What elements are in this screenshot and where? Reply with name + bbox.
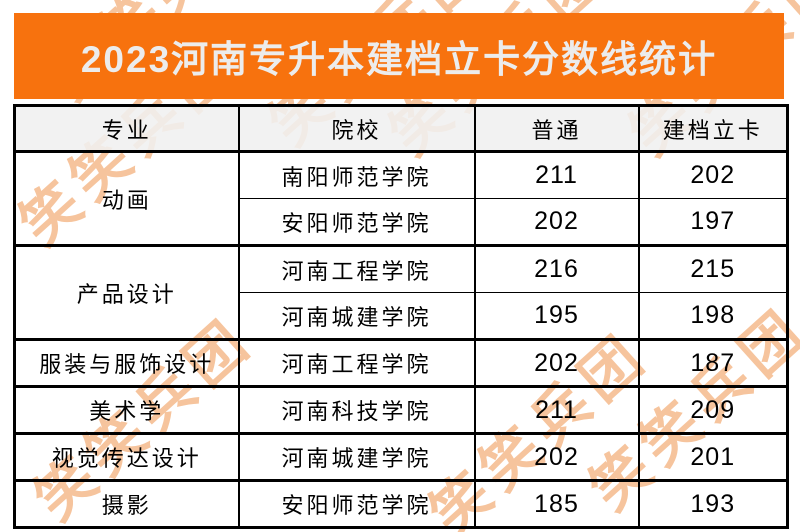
score-table-body: 动画 南阳师范学院 211 202 安阳师范学院 202 197 产品设计 河南工程学院 216 2… (13, 150, 789, 528)
table-row: 动画 南阳师范学院 211 202 (13, 150, 789, 246)
school-cell: 河南城建学院 (237, 432, 476, 481)
school-cell: 河南城建学院 (237, 292, 476, 340)
major-cell: 美术学 (13, 385, 240, 434)
table-row: 产品设计 河南工程学院 216 215 (13, 244, 789, 340)
header-row: 专业 院校 普通 建档立卡 (13, 104, 789, 153)
school-cell: 安阳师范学院 (237, 198, 476, 246)
jdlk-score-cell: 193 (637, 479, 789, 528)
major-cell: 视觉传达设计 (13, 432, 240, 481)
school-cell: 河南科技学院 (237, 385, 476, 434)
regular-score-cell: 202 (473, 338, 640, 387)
table-row: 服装与服饰设计 河南工程学院 202 187 (13, 338, 789, 387)
jdlk-score-cell: 202 (637, 150, 789, 199)
school-cell: 河南工程学院 (237, 244, 476, 293)
regular-score-cell: 202 (473, 198, 640, 246)
regular-score-cell: 211 (473, 150, 640, 199)
score-table-header: 专业 院校 普通 建档立卡 (13, 104, 789, 153)
jdlk-score-cell: 197 (637, 198, 789, 246)
table-row: 美术学 河南科技学院 211 209 (13, 385, 789, 434)
regular-score-cell: 202 (473, 432, 640, 481)
score-table: 专业 院校 普通 建档立卡 动画 南阳师范学院 211 202 安阳师范学院 202 197… (13, 104, 789, 529)
column-header-major: 专业 (13, 104, 240, 153)
major-cell: 服装与服饰设计 (13, 338, 240, 387)
school-cell: 河南工程学院 (237, 338, 476, 387)
major-cell: 产品设计 (13, 244, 240, 340)
page-title: 2023河南专升本建档立卡分数线统计 (80, 39, 718, 80)
table-row: 摄影 安阳师范学院 185 193 (13, 479, 789, 528)
column-header-school: 院校 (237, 104, 476, 153)
table-row: 安阳师范学院 202 197 (15, 198, 789, 246)
jdlk-score-cell: 201 (637, 432, 789, 481)
table-row: 视觉传达设计 河南城建学院 202 201 (13, 432, 789, 481)
regular-score-cell: 185 (473, 479, 640, 528)
major-cell: 摄影 (13, 479, 240, 528)
regular-score-cell: 195 (473, 292, 640, 340)
jdlk-score-cell: 209 (637, 385, 789, 434)
jdlk-score-cell: 187 (637, 338, 789, 387)
column-header-jdlk: 建档立卡 (637, 104, 789, 153)
jdlk-score-cell: 215 (637, 244, 789, 293)
major-cell: 动画 (13, 150, 240, 246)
school-cell: 南阳师范学院 (237, 150, 476, 199)
title-banner: 2023河南专升本建档立卡分数线统计 (14, 13, 784, 99)
jdlk-score-cell: 198 (637, 292, 789, 340)
regular-score-cell: 216 (473, 244, 640, 293)
column-header-regular: 普通 (473, 104, 640, 153)
regular-score-cell: 211 (473, 385, 640, 434)
school-cell: 安阳师范学院 (237, 479, 476, 528)
